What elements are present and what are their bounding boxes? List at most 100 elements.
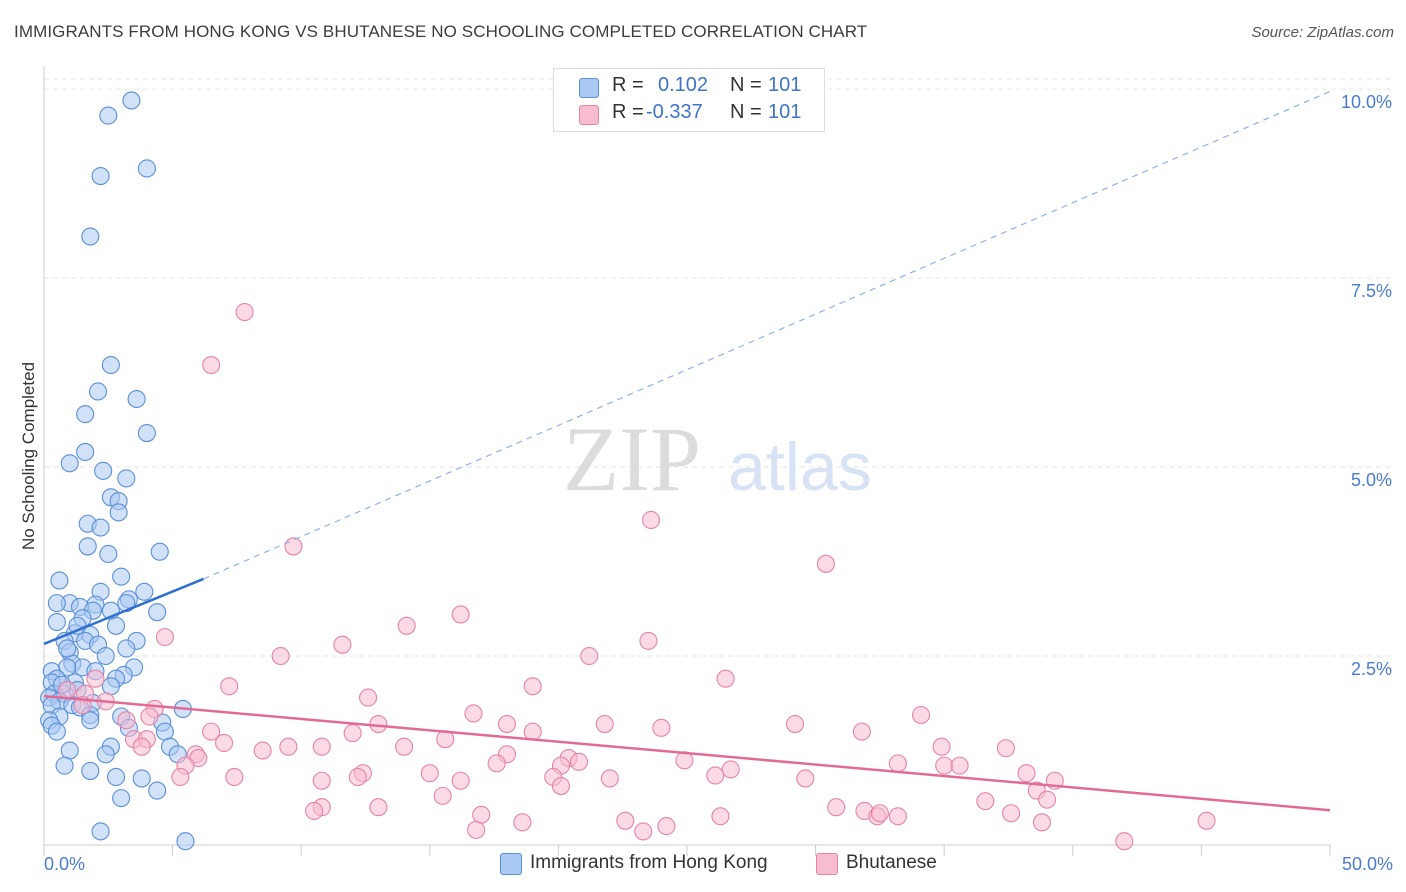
data-point <box>109 503 128 522</box>
data-point <box>96 745 115 764</box>
data-point <box>94 461 113 480</box>
data-point <box>60 741 79 760</box>
series-hong-kong <box>40 91 195 851</box>
data-point <box>60 454 79 473</box>
data-point <box>464 704 483 723</box>
legend-swatch <box>500 853 522 875</box>
data-point <box>99 106 118 125</box>
data-point <box>888 754 907 773</box>
data-point <box>132 737 151 756</box>
y-tick-label: 7.5% <box>1351 281 1392 301</box>
data-point <box>47 612 66 632</box>
data-point <box>91 518 110 537</box>
y-tick-label: 2.5% <box>1351 659 1392 679</box>
data-point <box>91 822 110 841</box>
data-point <box>155 628 174 647</box>
data-point <box>472 805 491 824</box>
data-point <box>935 756 954 775</box>
data-point <box>86 669 105 688</box>
data-point <box>155 722 174 741</box>
data-point <box>220 677 239 696</box>
x-tick-label: 50.0% <box>1342 854 1393 874</box>
data-point <box>96 646 115 666</box>
data-point <box>1115 832 1134 851</box>
data-point <box>1032 813 1051 832</box>
data-point <box>148 781 167 800</box>
data-point <box>359 688 378 707</box>
data-point <box>117 469 136 488</box>
data-point <box>932 737 951 756</box>
data-point <box>369 798 388 817</box>
data-point <box>721 760 740 779</box>
data-point <box>343 724 362 743</box>
data-point <box>639 631 658 650</box>
tick-labels: 2.5% 5.0% 7.5% 10.0% 0.0% 50.0% <box>44 92 1393 874</box>
data-point <box>106 616 126 635</box>
y-tick-label: 10.0% <box>1341 92 1392 112</box>
data-point <box>99 544 118 564</box>
data-point <box>137 423 156 443</box>
data-point <box>433 786 452 805</box>
data-point <box>1017 764 1036 783</box>
data-point <box>171 767 190 787</box>
r-label: R = <box>612 101 644 123</box>
data-point <box>1002 804 1021 823</box>
data-point <box>796 769 815 788</box>
r-label: R = <box>612 74 644 96</box>
data-point <box>150 542 169 561</box>
data-point <box>451 605 470 624</box>
legend-swatch-bhutanese <box>579 105 599 125</box>
legend-row-bhutanese: R = -0.337 N = 101 <box>554 101 824 127</box>
data-point <box>55 756 74 775</box>
data-point <box>569 752 589 771</box>
data-point <box>888 807 907 826</box>
data-point <box>76 405 95 424</box>
data-point <box>235 303 254 322</box>
data-point <box>652 718 671 737</box>
data-point <box>523 677 542 696</box>
chart-title: IMMIGRANTS FROM HONG KONG VS BHUTANESE N… <box>14 22 868 41</box>
legend-row-hong-kong: R = 0.102 N = 101 <box>554 74 824 100</box>
n-value: 101 <box>768 101 802 123</box>
data-point <box>711 807 730 826</box>
data-point <box>47 594 66 613</box>
data-point <box>106 767 126 787</box>
data-point <box>312 737 331 756</box>
data-point <box>81 711 100 730</box>
data-point <box>202 722 221 741</box>
trend-lines <box>43 90 1331 812</box>
data-point <box>912 705 931 725</box>
trend-line-bhutanese <box>43 694 1331 812</box>
data-point <box>420 764 439 783</box>
data-point <box>348 767 367 787</box>
data-point <box>634 822 653 841</box>
data-point <box>497 715 517 734</box>
data-point <box>127 389 146 409</box>
data-point <box>996 739 1015 758</box>
data-point <box>1197 811 1216 830</box>
data-point <box>641 510 661 530</box>
data-point <box>467 820 486 839</box>
data-point <box>81 761 100 780</box>
data-point <box>140 707 159 726</box>
data-point <box>451 771 470 790</box>
data-point <box>50 571 69 590</box>
data-point <box>487 754 506 773</box>
n-value: 101 <box>768 74 802 96</box>
legend-label: Immigrants from Hong Kong <box>530 852 768 873</box>
data-point <box>58 680 77 700</box>
n-label: N = <box>730 101 762 123</box>
data-point <box>284 537 303 556</box>
data-point <box>595 715 614 734</box>
data-point <box>816 554 835 573</box>
trend-line-hong-kong <box>43 577 204 646</box>
legend-swatch <box>816 853 838 875</box>
data-point <box>279 737 298 756</box>
legend-label: Bhutanese <box>846 852 937 873</box>
data-point <box>135 582 154 601</box>
chart-source: Source: ZipAtlas.com <box>1251 24 1394 41</box>
data-point <box>870 804 889 823</box>
data-point <box>81 227 100 246</box>
data-point <box>148 603 167 622</box>
